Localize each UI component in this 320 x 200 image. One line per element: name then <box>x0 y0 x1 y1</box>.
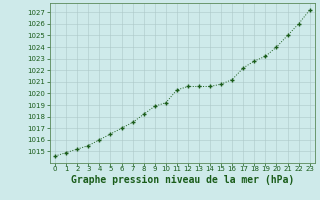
X-axis label: Graphe pression niveau de la mer (hPa): Graphe pression niveau de la mer (hPa) <box>71 175 294 185</box>
